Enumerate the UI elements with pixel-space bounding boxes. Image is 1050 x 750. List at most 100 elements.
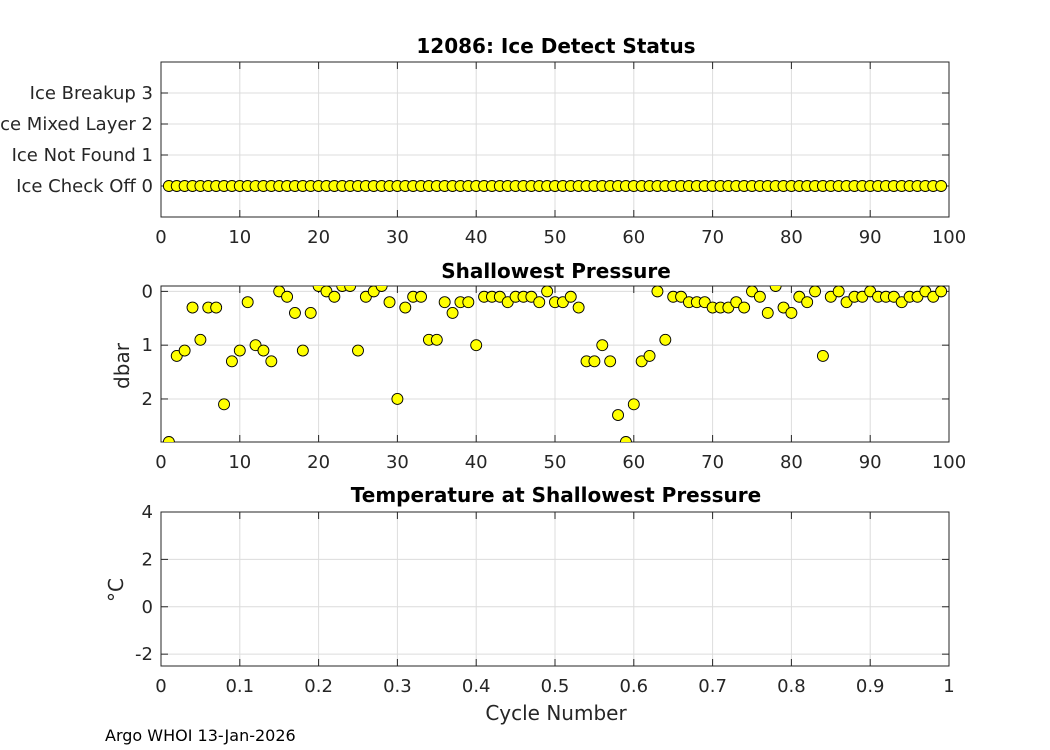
chart-title: Temperature at Shallowest Pressure bbox=[351, 483, 761, 507]
data-point bbox=[399, 301, 412, 314]
data-point bbox=[218, 398, 230, 411]
x-tick-label: 40 bbox=[465, 452, 488, 473]
y-axis-label: °C bbox=[104, 578, 128, 602]
data-point bbox=[344, 286, 357, 292]
x-tick-label: 40 bbox=[465, 227, 488, 248]
x-tick-label: 0.8 bbox=[777, 676, 806, 697]
x-tick-label: 50 bbox=[544, 452, 567, 473]
data-point bbox=[328, 290, 341, 303]
y-tick-label: Ice Mixed Layer 2 bbox=[0, 114, 153, 135]
data-point bbox=[233, 344, 246, 357]
data-point bbox=[194, 333, 207, 346]
y-axis-label: dbar bbox=[110, 342, 134, 389]
data-point bbox=[572, 301, 585, 314]
y-tick-label: 2 bbox=[142, 549, 153, 570]
data-point bbox=[541, 286, 554, 298]
x-tick-label: 70 bbox=[701, 227, 724, 248]
data-point bbox=[935, 286, 948, 298]
data-point bbox=[186, 301, 199, 314]
chart-title: Shallowest Pressure bbox=[441, 259, 671, 283]
ice-detect-axes: 12086: Ice Detect Status 0 10 20 30 40 50 60 70… bbox=[0, 34, 966, 248]
data-point bbox=[627, 398, 640, 411]
x-tick-label: 70 bbox=[701, 452, 724, 473]
data-point bbox=[391, 393, 404, 405]
data-point bbox=[801, 296, 814, 309]
data-point bbox=[462, 296, 475, 309]
data-point bbox=[375, 286, 388, 292]
x-tick-label: 0.4 bbox=[462, 676, 491, 697]
data-point bbox=[564, 290, 577, 303]
x-tick-label: 0.7 bbox=[698, 676, 727, 697]
data-point bbox=[178, 344, 191, 357]
data-point bbox=[651, 286, 664, 298]
data-point bbox=[225, 355, 238, 368]
x-tick-label: 0 bbox=[155, 676, 166, 697]
x-tick-label: 0 bbox=[155, 227, 166, 248]
x-tick-label: 100 bbox=[932, 227, 966, 248]
data-point bbox=[533, 296, 546, 309]
data-point bbox=[470, 339, 483, 352]
data-point bbox=[588, 355, 601, 368]
data-point bbox=[415, 290, 427, 303]
data-point bbox=[643, 349, 656, 362]
chart-title: 12086: Ice Detect Status bbox=[416, 34, 695, 58]
data-point bbox=[738, 301, 751, 314]
y-tick-label: Ice Breakup 3 bbox=[30, 83, 153, 104]
data-point bbox=[265, 355, 278, 368]
data-point bbox=[596, 339, 609, 352]
data-point bbox=[761, 306, 774, 319]
x-tick-label: 0.2 bbox=[304, 676, 333, 697]
data-point bbox=[383, 296, 396, 309]
x-tick-label: 0.1 bbox=[225, 676, 254, 697]
x-tick-label: 30 bbox=[386, 227, 409, 248]
data-series bbox=[162, 180, 948, 192]
data-point bbox=[809, 286, 821, 298]
x-tick-label: 90 bbox=[859, 452, 882, 473]
x-tick-label: 90 bbox=[859, 227, 882, 248]
data-point bbox=[612, 409, 624, 422]
x-tick-label: 20 bbox=[307, 452, 330, 473]
gridlines bbox=[160, 286, 950, 442]
x-tick-label: 0.5 bbox=[541, 676, 570, 697]
data-point bbox=[935, 180, 948, 192]
x-tick-label: 0.6 bbox=[619, 676, 648, 697]
data-point bbox=[281, 290, 294, 303]
temperature-axes: Temperature at Shallowest Pressure °C Cy… bbox=[104, 483, 955, 725]
data-point bbox=[430, 333, 443, 346]
data-point bbox=[304, 306, 317, 319]
x-tick-label: 0.3 bbox=[383, 676, 412, 697]
x-tick-label: 80 bbox=[780, 452, 803, 473]
y-tick-label: 0 bbox=[142, 281, 153, 302]
x-tick-label: 0.9 bbox=[856, 676, 885, 697]
x-tick-label: 100 bbox=[932, 452, 966, 473]
x-tick-label: 1 bbox=[943, 676, 954, 697]
data-point bbox=[619, 436, 632, 442]
data-point bbox=[785, 306, 798, 319]
data-point bbox=[210, 301, 223, 314]
x-tick-label: 10 bbox=[228, 452, 251, 473]
x-tick-label: 20 bbox=[307, 227, 330, 248]
gridlines bbox=[160, 62, 950, 217]
data-point bbox=[446, 306, 459, 319]
x-tick-label: 30 bbox=[386, 452, 409, 473]
y-tick-label: 1 bbox=[142, 335, 153, 356]
data-series bbox=[162, 286, 948, 442]
data-point bbox=[769, 286, 782, 292]
data-point bbox=[438, 296, 451, 309]
data-point bbox=[257, 344, 270, 357]
y-tick-label: -2 bbox=[135, 644, 153, 665]
data-point bbox=[241, 296, 254, 309]
data-point bbox=[816, 349, 829, 362]
data-point bbox=[162, 436, 175, 442]
gridlines bbox=[160, 511, 950, 666]
data-point bbox=[753, 290, 766, 303]
data-point bbox=[352, 344, 364, 357]
x-tick-label: 0 bbox=[155, 452, 166, 473]
x-tick-label: 60 bbox=[622, 227, 645, 248]
data-point bbox=[659, 333, 672, 346]
x-axis-label: Cycle Number bbox=[485, 701, 627, 725]
y-tick-label: Ice Check Off 0 bbox=[16, 176, 153, 197]
x-tick-label: 80 bbox=[780, 227, 803, 248]
data-point bbox=[296, 344, 309, 357]
